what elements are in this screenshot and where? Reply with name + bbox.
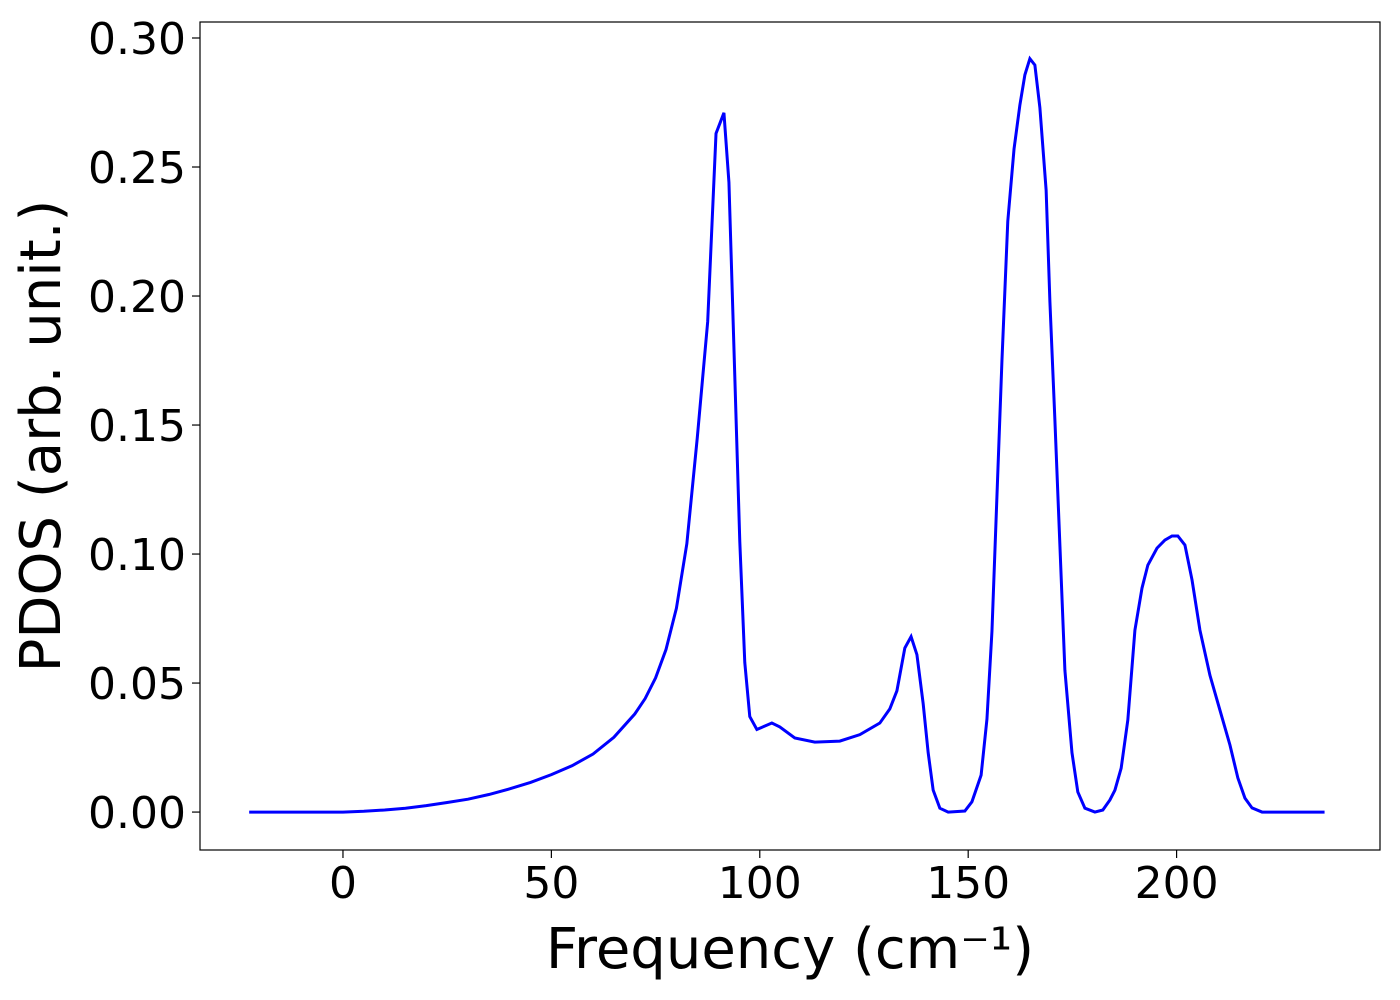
y-tick-label: 0.00 (88, 788, 186, 839)
data-line (249, 55, 1325, 814)
x-tick-label: 200 (1135, 858, 1219, 909)
x-axis-label: Frequency (cm⁻¹) (546, 917, 1034, 982)
x-tick-label: 100 (718, 858, 802, 909)
y-tick-label: 0.25 (88, 143, 186, 194)
y-tick-label: 0.30 (88, 14, 186, 65)
y-tick-label: 0.05 (88, 659, 186, 710)
y-tick-label: 0.20 (88, 272, 186, 323)
y-tick-label: 0.10 (88, 530, 186, 581)
y-axis-label: PDOS (arb. unit.) (9, 200, 74, 673)
plot-frame (199, 21, 1381, 851)
y-tick-label: 0.15 (88, 401, 186, 452)
x-tick-label: 50 (523, 858, 579, 909)
x-tick-label: 0 (329, 858, 357, 909)
x-tick-label: 150 (926, 858, 1010, 909)
